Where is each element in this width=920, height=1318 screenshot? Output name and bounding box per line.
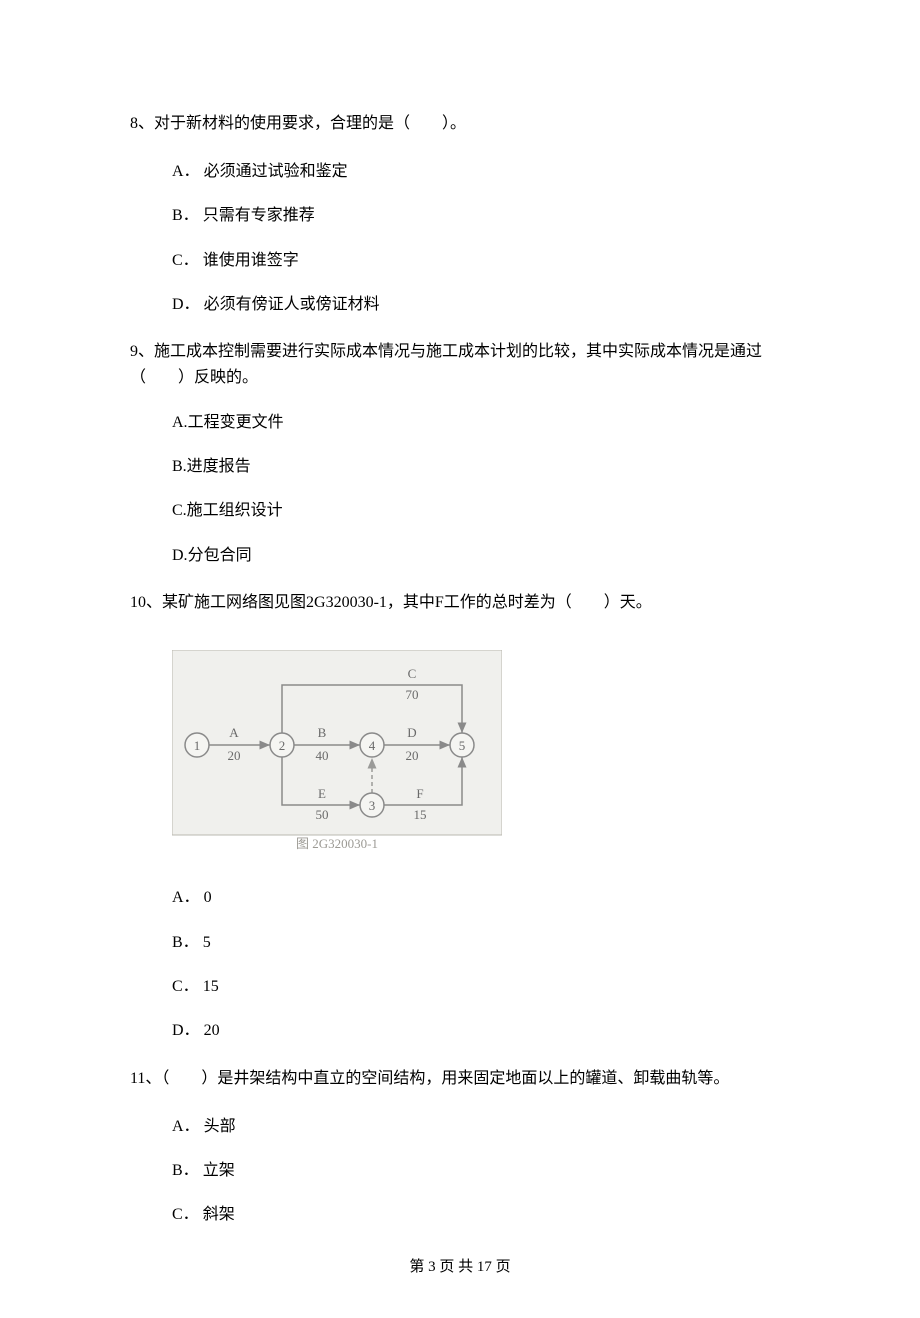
question-number: 8、 xyxy=(130,115,154,132)
diagram-caption: 图 2G320030-1 xyxy=(296,836,378,850)
option-text: 只需有专家推荐 xyxy=(203,207,315,224)
question-8: 8、对于新材料的使用要求，合理的是（ ）。 A． 必须通过试验和鉴定 B． 只需… xyxy=(130,110,790,316)
option-d: D． 20 xyxy=(172,1020,790,1042)
svg-text:5: 5 xyxy=(459,738,466,753)
option-letter: D． xyxy=(172,296,200,313)
option-letter: B． xyxy=(172,1162,199,1179)
option-c: C.施工组织设计 xyxy=(172,500,790,522)
option-letter: A． xyxy=(172,163,200,180)
option-text: 谁使用谁签字 xyxy=(203,252,299,269)
question-stem: 11、（ ）是井架结构中直立的空间结构，用来固定地面以上的罐道、卸载曲轨等。 xyxy=(130,1065,790,1094)
dur-d: 20 xyxy=(406,748,419,763)
option-b: B． 只需有专家推荐 xyxy=(172,205,790,227)
option-letter: A． xyxy=(172,1118,200,1135)
question-text: 对于新材料的使用要求，合理的是（ ）。 xyxy=(154,115,466,132)
question-number: 11、 xyxy=(130,1070,161,1087)
option-c: C． 谁使用谁签字 xyxy=(172,250,790,272)
option-text: 20 xyxy=(204,1022,220,1039)
label-f: F xyxy=(416,786,423,801)
page-content: 8、对于新材料的使用要求，合理的是（ ）。 A． 必须通过试验和鉴定 B． 只需… xyxy=(0,0,920,1318)
svg-text:3: 3 xyxy=(369,798,376,813)
option-letter: C． xyxy=(172,1206,199,1223)
node-3: 3 xyxy=(360,793,384,817)
option-text: 头部 xyxy=(204,1118,236,1135)
option-d: D.分包合同 xyxy=(172,545,790,567)
option-b: B． 立架 xyxy=(172,1160,790,1182)
option-c: C． 斜架 xyxy=(172,1204,790,1226)
option-letter: B. xyxy=(172,458,187,475)
page-footer: 第 3 页 共 17 页 xyxy=(130,1257,790,1278)
node-1: 1 xyxy=(185,733,209,757)
option-b: B.进度报告 xyxy=(172,456,790,478)
option-text: 立架 xyxy=(203,1162,235,1179)
option-text: 15 xyxy=(203,978,219,995)
question-10: 10、某矿施工网络图见图2G320030-1，其中F工作的总时差为（ ）天。 xyxy=(130,589,790,1043)
label-e: E xyxy=(318,786,326,801)
svg-text:1: 1 xyxy=(194,738,201,753)
option-letter: B． xyxy=(172,207,199,224)
question-11: 11、（ ）是井架结构中直立的空间结构，用来固定地面以上的罐道、卸载曲轨等。 A… xyxy=(130,1065,790,1227)
option-text: 斜架 xyxy=(203,1206,235,1223)
label-a: A xyxy=(229,725,239,740)
option-letter: B． xyxy=(172,934,199,951)
option-a: A.工程变更文件 xyxy=(172,412,790,434)
option-d: D． 必须有傍证人或傍证材料 xyxy=(172,294,790,316)
option-letter: D． xyxy=(172,1022,200,1039)
option-letter: C. xyxy=(172,502,187,519)
option-text: 进度报告 xyxy=(187,458,251,475)
option-a: A． 必须通过试验和鉴定 xyxy=(172,161,790,183)
option-letter: C． xyxy=(172,978,199,995)
option-text: 必须有傍证人或傍证材料 xyxy=(204,296,380,313)
option-text: 施工组织设计 xyxy=(187,502,283,519)
svg-text:2: 2 xyxy=(279,738,286,753)
question-number: 10、 xyxy=(130,594,162,611)
option-a: A． 头部 xyxy=(172,1116,790,1138)
node-2: 2 xyxy=(270,733,294,757)
dur-e: 50 xyxy=(316,807,329,822)
label-b: B xyxy=(318,725,327,740)
question-9: 9、施工成本控制需要进行实际成本情况与施工成本计划的比较，其中实际成本情况是通过… xyxy=(130,338,790,567)
question-text: 某矿施工网络图见图2G320030-1，其中F工作的总时差为（ ）天。 xyxy=(162,594,652,611)
option-c: C． 15 xyxy=(172,976,790,998)
option-text: 分包合同 xyxy=(188,547,252,564)
dur-c: 70 xyxy=(406,687,419,702)
option-text: 工程变更文件 xyxy=(188,414,284,431)
dur-f: 15 xyxy=(414,807,427,822)
label-c: C xyxy=(408,666,417,681)
option-a: A． 0 xyxy=(172,887,790,909)
network-diagram: 1 2 4 5 xyxy=(172,650,790,857)
option-text: 0 xyxy=(204,889,212,906)
label-d: D xyxy=(407,725,416,740)
question-text: （ ）是井架结构中直立的空间结构，用来固定地面以上的罐道、卸载曲轨等。 xyxy=(161,1070,729,1087)
node-4: 4 xyxy=(360,733,384,757)
option-letter: A． xyxy=(172,889,200,906)
question-text: 施工成本控制需要进行实际成本情况与施工成本计划的比较，其中实际成本情况是通过 xyxy=(154,343,762,360)
question-stem: 10、某矿施工网络图见图2G320030-1，其中F工作的总时差为（ ）天。 xyxy=(130,589,790,618)
node-5: 5 xyxy=(450,733,474,757)
option-b: B． 5 xyxy=(172,932,790,954)
question-stem: 8、对于新材料的使用要求，合理的是（ ）。 xyxy=(130,110,790,139)
question-stem: 9、施工成本控制需要进行实际成本情况与施工成本计划的比较，其中实际成本情况是通过 xyxy=(130,338,790,367)
option-text: 必须通过试验和鉴定 xyxy=(204,163,348,180)
option-letter: A. xyxy=(172,414,188,431)
option-text: 5 xyxy=(203,934,211,951)
option-letter: D. xyxy=(172,547,188,564)
dur-a: 20 xyxy=(228,748,241,763)
question-stem-cont: （ ）反映的。 xyxy=(130,367,790,389)
svg-text:4: 4 xyxy=(369,738,376,753)
option-letter: C． xyxy=(172,252,199,269)
question-number: 9、 xyxy=(130,343,154,360)
dur-b: 40 xyxy=(316,748,329,763)
diagram-svg: 1 2 4 5 xyxy=(172,650,502,850)
